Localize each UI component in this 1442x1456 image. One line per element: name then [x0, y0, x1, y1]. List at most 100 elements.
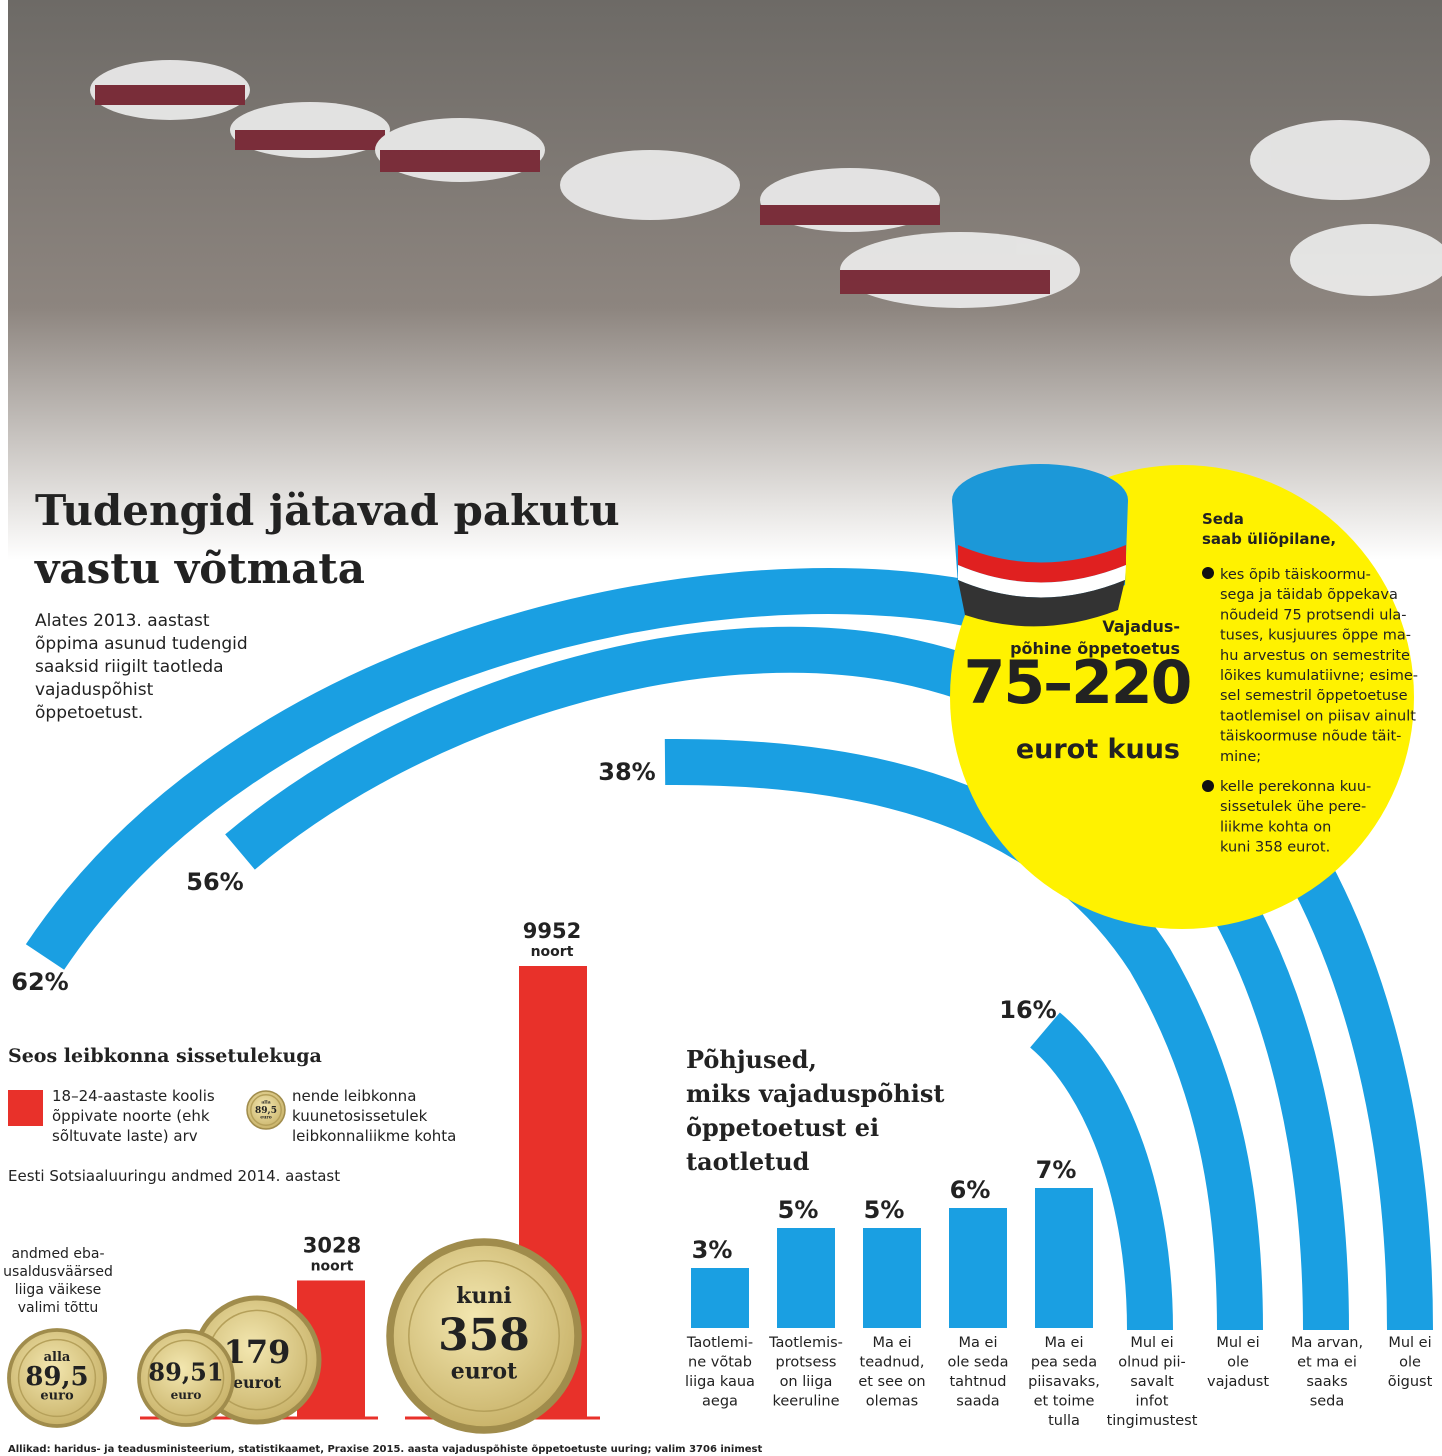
amount-unit: eurot kuus [1016, 734, 1180, 765]
support-condition: sissetulek ühe pere- [1220, 799, 1366, 815]
reason-label: liiga kaua [685, 1374, 755, 1390]
coin-text: euro [260, 1116, 272, 1121]
cap-icon [952, 464, 1128, 627]
value-label: 7% [1036, 1156, 1077, 1184]
legend-swatch [8, 1090, 43, 1126]
arc-bar [1029, 1012, 1173, 1331]
bar [863, 1228, 921, 1328]
coin-text: kuni [456, 1283, 512, 1309]
arc-bar [225, 626, 1349, 1331]
support-who: saab üliõpilane, [1202, 530, 1336, 548]
source-note: Eesti Sotsiaaluuringu andmed 2014. aasta… [8, 1167, 340, 1185]
bar-label: 3028 [303, 1233, 361, 1257]
support-who: Seda [1202, 510, 1244, 528]
reason-label: et ma ei [1297, 1355, 1357, 1371]
value-label: 16% [999, 996, 1056, 1024]
reason-label: seda [1310, 1394, 1345, 1410]
reason-label: olemas [866, 1394, 918, 1410]
reason-label: Ma ei [1045, 1335, 1084, 1351]
amount: 75–220 [964, 648, 1191, 718]
coin-rim [147, 1339, 225, 1417]
reasons-title: õppetoetust ei [686, 1113, 879, 1142]
reason-label: ole seda [948, 1355, 1009, 1371]
legend-label: 18–24-aastaste koolis [52, 1087, 215, 1105]
coin [246, 1090, 286, 1130]
reason-label: et see on [858, 1374, 925, 1390]
value-label: 38% [598, 758, 655, 786]
note: andmed eba- [11, 1246, 104, 1262]
coin-rim [250, 1094, 282, 1126]
support-condition: sega ja täidab õppekava [1220, 587, 1398, 603]
reason-label: olnud pii- [1118, 1355, 1186, 1371]
footer: Allikad: haridus- ja teadusministeerium,… [8, 1444, 763, 1455]
value-label: 62% [11, 968, 68, 996]
title: vastu võtmata [34, 544, 365, 593]
reason-label: aega [702, 1394, 738, 1410]
bar [949, 1208, 1007, 1328]
coin-text: alla [44, 1350, 71, 1365]
legend-label: nende leibkonna [292, 1087, 416, 1105]
note: usaldusväärsed [3, 1264, 113, 1280]
intro: Alates 2013. aastast [35, 611, 210, 631]
legend-label: sõltuvate laste) arv [52, 1127, 198, 1145]
arcs [25, 568, 1433, 1331]
reason-label: Ma arvan, [1291, 1335, 1363, 1351]
arc-bar [664, 738, 1263, 1331]
coin-text: 89,5 [25, 1362, 88, 1392]
support-condition: kuni 358 eurot. [1220, 840, 1330, 856]
title: Tudengid jätavad pakutu [35, 486, 620, 535]
reason-label: vajadust [1207, 1374, 1269, 1390]
section-title: Seos leibkonna sissetulekuga [8, 1045, 322, 1067]
reasons-title: taotletud [686, 1147, 810, 1176]
value-label: 6% [950, 1176, 991, 1204]
coin [137, 1329, 235, 1427]
support-label: põhine õppetoetus [1010, 639, 1180, 658]
reason-label: Ma ei [959, 1335, 998, 1351]
note: valimi tõttu [18, 1300, 99, 1316]
reason-label: tulla [1048, 1413, 1080, 1429]
coin-text: 358 [438, 1310, 530, 1361]
coin-rim [17, 1338, 97, 1418]
reason-label: savalt [1130, 1374, 1174, 1390]
reasons-title: miks vajaduspõhist [686, 1079, 944, 1108]
reason-label: ole [1399, 1355, 1421, 1371]
bar-label: 9952 [523, 919, 581, 943]
support-condition: taotlemisel on piisav ainult [1220, 708, 1416, 724]
reason-label: Taotlemi- [686, 1335, 753, 1351]
coin [7, 1328, 107, 1428]
support-condition: sel semestril õppetoetuse [1220, 688, 1408, 704]
reason-label: Mul ei [1388, 1335, 1431, 1351]
reason-label: piisavaks, [1028, 1374, 1100, 1390]
reason-label: Mul ei [1216, 1335, 1259, 1351]
reason-label: et toime [1034, 1394, 1095, 1410]
coin-rim [408, 1260, 560, 1412]
reason-label: tingimustest [1107, 1413, 1198, 1429]
bar [1035, 1188, 1093, 1328]
support-condition: liikme kohta on [1220, 819, 1331, 835]
value-label: 3% [692, 1236, 733, 1264]
reason-label: Taotlemis- [768, 1335, 843, 1351]
bar-unit: noort [311, 1258, 354, 1274]
coin-text: 179 [224, 1333, 291, 1371]
value-label: 5% [778, 1196, 819, 1224]
reason-label: infot [1136, 1394, 1169, 1410]
value-label: 5% [864, 1196, 905, 1224]
support-condition: hu arvestus on semestrite [1220, 648, 1410, 664]
support-condition: mine; [1220, 749, 1261, 765]
legend-label: kuunetosissetulek [292, 1107, 428, 1125]
arc-bar [25, 568, 1433, 1331]
photo-caps [90, 60, 1442, 308]
legend-label: leibkonnaliikme kohta [292, 1127, 456, 1145]
coin-text: alla [261, 1099, 270, 1105]
intro: õppima asunud tudengid [35, 634, 248, 654]
coin-text: eurot [451, 1358, 518, 1384]
reason-label: õigust [1388, 1374, 1433, 1390]
reason-label: on liiga [780, 1374, 833, 1390]
reason-label: protsess [776, 1355, 837, 1371]
coin-text: euro [171, 1388, 202, 1402]
bar [777, 1228, 835, 1328]
intro: vajaduspõhist [35, 680, 154, 700]
intro: õppetoetust. [35, 703, 143, 723]
reason-label: keeruline [772, 1394, 839, 1410]
support-condition: nõudeid 75 protsendi ula- [1220, 607, 1407, 623]
